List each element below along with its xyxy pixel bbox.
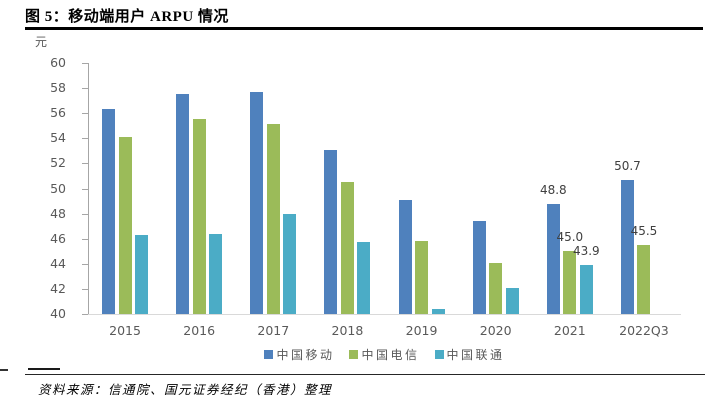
y-tick-label-54: 54 — [50, 130, 66, 146]
y-tick-label-46: 46 — [50, 230, 66, 246]
table-border-fragment-left — [0, 369, 8, 371]
y-axis-line — [88, 63, 89, 315]
y-tick-label-48: 48 — [50, 205, 66, 221]
y-tick-mark — [82, 163, 88, 165]
bar-中国移动-2021 — [546, 203, 560, 314]
bar-中国联通-2015 — [135, 234, 149, 314]
legend-swatch-icon — [349, 349, 359, 359]
data-label-中国移动-2022Q3: 50.7 — [614, 158, 641, 173]
x-axis-label-2022Q3: 2022Q3 — [619, 323, 669, 338]
y-tick-label-60: 60 — [50, 55, 66, 70]
x-axis-label-2016: 2016 — [183, 323, 216, 338]
y-tick-mark — [82, 213, 88, 215]
bar-中国联通-2018 — [357, 242, 371, 314]
legend-label: 中国移动 — [276, 347, 335, 362]
data-label-中国移动-2021: 48.8 — [539, 182, 567, 197]
bar-中国移动-2015 — [102, 109, 116, 314]
x-axis-label-2021: 2021 — [553, 323, 586, 338]
bar-中国联通-2020 — [505, 287, 519, 314]
bar-中国电信-2018 — [340, 182, 354, 314]
bar-中国移动-2016 — [176, 94, 190, 314]
legend-item-中国电信: 中国电信 — [349, 346, 419, 363]
y-tick-label-58: 58 — [50, 80, 66, 96]
title-underline — [25, 27, 703, 30]
bar-中国电信-2022Q3 — [637, 244, 651, 314]
y-tick-label-56: 56 — [50, 105, 66, 121]
y-tick-mark — [82, 138, 88, 140]
bar-中国移动-2017 — [250, 91, 264, 314]
y-tick-mark — [82, 88, 88, 90]
y-tick-mark — [82, 113, 88, 115]
bar-中国移动-2020 — [472, 221, 486, 314]
y-tick-mark — [82, 238, 88, 240]
y-tick-mark — [82, 288, 88, 290]
chart-legend: 中国移动 中国电信 中国联通 — [88, 346, 681, 362]
bar-中国电信-2021 — [563, 251, 577, 314]
x-axis-label-2015: 2015 — [109, 323, 141, 338]
y-tick-label-42: 42 — [50, 280, 66, 296]
y-axis-unit-label: 元 — [35, 35, 48, 49]
bar-中国联通-2017 — [283, 213, 297, 314]
bar-中国电信-2015 — [118, 137, 132, 314]
bar-中国电信-2020 — [489, 262, 503, 314]
figure-title: 图 5：移动端用户 ARPU 情况 — [25, 9, 229, 25]
legend-item-中国联通: 中国联通 — [434, 346, 505, 363]
data-label-中国联通-2021: 43.9 — [572, 244, 600, 259]
y-tick-label-52: 52 — [50, 155, 66, 171]
bar-中国联通-2019 — [431, 308, 445, 314]
bar-中国电信-2017 — [266, 124, 280, 314]
legend-item-中国移动: 中国移动 — [264, 346, 334, 363]
y-tick-label-50: 50 — [50, 180, 66, 196]
bar-中国移动-2019 — [398, 199, 412, 314]
x-axis-label-2017: 2017 — [257, 323, 290, 338]
data-label-中国电信-2021: 45.0 — [556, 230, 584, 245]
legend-label: 中国电信 — [361, 347, 420, 362]
y-tick-mark — [82, 63, 88, 64]
y-tick-label-44: 44 — [50, 255, 66, 271]
y-tick-label-40: 40 — [50, 306, 66, 321]
y-tick-mark — [82, 188, 88, 190]
bar-中国联通-2021 — [579, 265, 593, 314]
y-tick-mark — [82, 263, 88, 265]
legend-label: 中国联通 — [446, 347, 505, 362]
table-border-fragment — [28, 368, 60, 370]
bar-中国移动-2022Q3 — [620, 179, 634, 314]
y-tick-mark — [82, 314, 88, 315]
bar-中国移动-2018 — [324, 149, 338, 314]
data-label-中国电信-2022Q3: 45.5 — [630, 223, 658, 238]
x-axis-label-2020: 2020 — [479, 323, 512, 338]
source-note: 资料来源：信通院、国元证券经纪（香港）整理 — [38, 383, 333, 397]
bar-中国联通-2016 — [209, 233, 223, 314]
bar-中国电信-2016 — [192, 119, 206, 314]
bar-中国电信-2019 — [415, 241, 429, 314]
x-axis-label-2018: 2018 — [331, 323, 364, 338]
x-axis-line — [88, 314, 681, 315]
legend-swatch-icon — [434, 349, 444, 359]
footer-separator — [25, 374, 705, 375]
legend-swatch-icon — [264, 349, 274, 359]
x-axis-label-2019: 2019 — [405, 323, 438, 338]
